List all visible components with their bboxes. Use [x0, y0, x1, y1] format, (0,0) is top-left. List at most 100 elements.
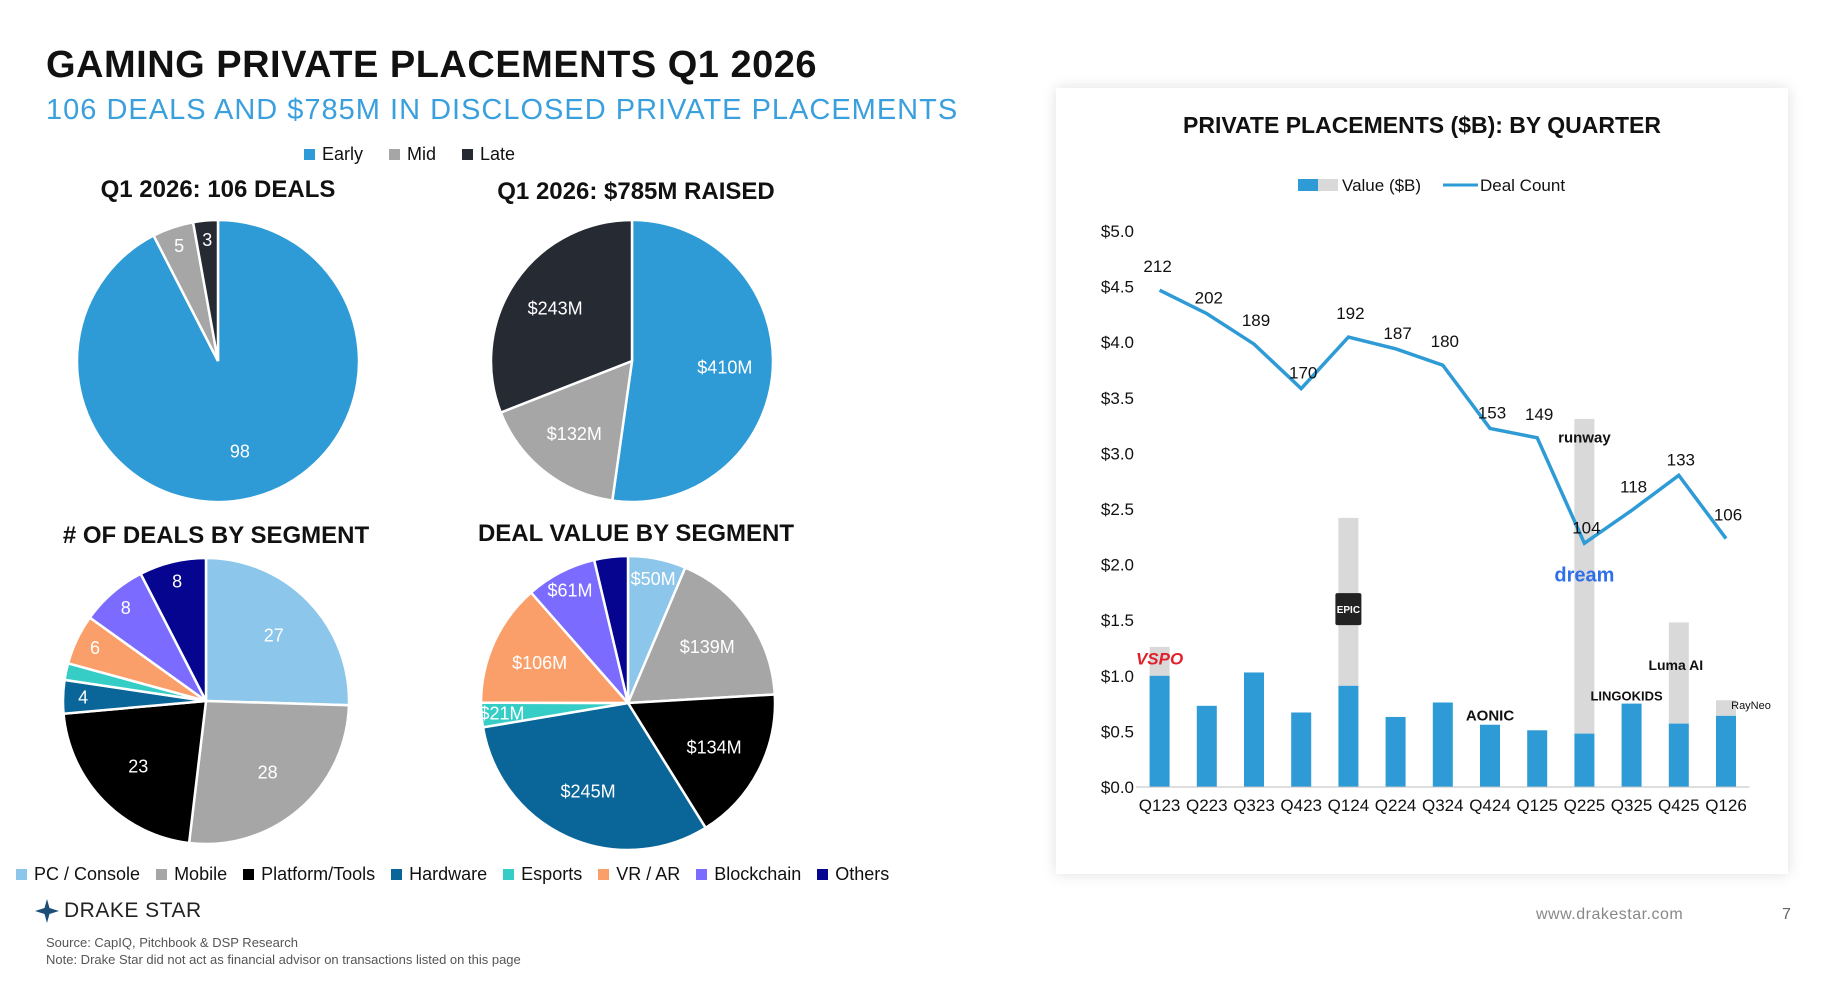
pie-title-value-segment: DEAL VALUE BY SEGMENT — [478, 520, 794, 547]
legend-swatch — [462, 149, 474, 160]
legend-swatch — [503, 869, 515, 880]
bar-value — [1291, 712, 1312, 787]
bars — [1136, 418, 1750, 788]
x-tick-label: Q125 — [1516, 796, 1558, 815]
y-tick-label: $2.5 — [1101, 500, 1134, 519]
pie-slice — [204, 556, 351, 707]
brand-logo: DRAKE STAR — [34, 898, 202, 924]
deal-annotations: VSPO EPIC AONIC runway dream LINGOKIDS Luma AI… — [1136, 429, 1771, 724]
pie-title-value-stage: Q1 2026: $785M RAISED — [497, 178, 774, 205]
bar-value — [1527, 730, 1548, 787]
legend-swatch — [16, 869, 27, 880]
company-logo-label: Luma AI — [1648, 657, 1703, 673]
x-tick-label: Q425 — [1658, 796, 1700, 815]
y-tick-label: $1.5 — [1101, 611, 1134, 630]
legend-label: Mid — [407, 144, 437, 164]
pie-data-label: $61M — [548, 581, 593, 601]
legend-label: Hardware — [409, 864, 488, 884]
segment-legend: PC / Console Mobile Platform/Tools Hardware… — [16, 864, 889, 885]
pie-deals-stage: 98 5 3 — [75, 218, 361, 504]
pie-slice — [481, 701, 708, 850]
company-logo-label: dream — [1554, 564, 1614, 586]
legend-item-segment: Platform/Tools — [243, 864, 375, 885]
quarterly-legend: Value ($B) Deal Count — [1298, 176, 1565, 195]
pie-data-label: $21M — [479, 703, 524, 723]
bar-value — [1149, 675, 1170, 787]
pie-slice — [489, 218, 634, 415]
bar-value — [1668, 723, 1689, 787]
brand-name: DRAKE STAR — [64, 899, 202, 922]
legend-swatch — [156, 869, 168, 880]
y-tick-label: $4.0 — [1101, 333, 1134, 352]
legend-item-late: Late — [462, 144, 515, 165]
pie-slice — [62, 699, 208, 845]
legend-item-early: Early — [304, 144, 363, 165]
legend-swatch — [696, 869, 708, 880]
epic-logo-box — [1335, 593, 1362, 626]
y-tick-label: $0.5 — [1101, 722, 1134, 741]
deal-count-label: 187 — [1383, 324, 1411, 343]
website-link[interactable]: www.drakestar.com — [1536, 906, 1684, 923]
pie-data-label: 98 — [230, 441, 250, 461]
pie-data-label: $243M — [528, 299, 583, 319]
legend-item-segment: Hardware — [391, 864, 487, 885]
quarterly-chart-panel: PRIVATE PLACEMENTS ($B): BY QUARTER Valu… — [1056, 88, 1788, 874]
legend-item-segment: Others — [817, 864, 889, 885]
legend-swatch — [389, 149, 401, 160]
pie-data-label: $245M — [561, 781, 616, 801]
y-tick-label: $3.5 — [1101, 389, 1134, 408]
pie-data-label: $132M — [547, 424, 602, 444]
pie-slice — [191, 218, 220, 362]
deal-count-label: 133 — [1667, 450, 1695, 469]
deal-count-label: 202 — [1195, 289, 1223, 308]
legend-label: Early — [322, 144, 364, 164]
deal-count-label: 106 — [1714, 506, 1742, 525]
pie-slice — [626, 565, 777, 705]
pie-data-label: $139M — [680, 637, 735, 657]
pie-data-label: 8 — [172, 571, 182, 591]
deal-count-label: 212 — [1143, 257, 1171, 276]
company-logo-epic: EPIC — [1337, 605, 1360, 616]
legend-label: VR / AR — [616, 864, 681, 884]
deal-count-label: 180 — [1431, 332, 1459, 351]
bar-value — [1196, 705, 1217, 787]
pie-slice — [610, 218, 775, 504]
y-tick-label: $5.0 — [1101, 222, 1134, 241]
deal-count-label: 153 — [1478, 403, 1506, 422]
pie-data-label: $134M — [687, 738, 742, 758]
legend-swatch-value-highlight — [1318, 179, 1338, 191]
bar-highlight-segment — [1149, 646, 1170, 676]
x-axis: Q123 Q223 Q323 Q423 Q124 Q224 Q324 Q424 Q125 Q225… — [1139, 796, 1747, 815]
pie-data-label: 4 — [78, 687, 88, 707]
y-axis: $0.0 $0.5 $1.0 $1.5 $2.0 $2.5 $3.0 $3.5 $4.0 $4.5… — [1101, 222, 1134, 797]
pie-title-deals-segment: # OF DEALS BY SEGMENT — [63, 522, 370, 549]
bar-value — [1244, 672, 1264, 787]
company-logo-label: RayNeo — [1731, 700, 1771, 712]
pie-data-label: 5 — [174, 236, 184, 256]
pie-title-deals-stage: Q1 2026: 106 DEALS — [101, 176, 336, 203]
bar-value — [1716, 715, 1736, 787]
deal-count-series-line — [1158, 288, 1728, 546]
pie-data-label: 28 — [258, 762, 278, 782]
pie-deals-segment: 27 28 23 4 6 8 8 — [61, 556, 351, 846]
legend-item-segment: Blockchain — [696, 864, 801, 885]
legend-item-segment: PC / Console — [16, 864, 140, 885]
pie-value-stage: $410M $132M $243M — [489, 218, 775, 504]
page-number: 7 — [1782, 906, 1791, 923]
deal-count-label: 149 — [1525, 405, 1553, 424]
page-title: GAMING PRIVATE PLACEMENTS Q1 2026 — [46, 44, 818, 86]
y-tick-label: $4.5 — [1101, 278, 1134, 297]
star-icon — [35, 899, 59, 923]
quarterly-chart: PRIVATE PLACEMENTS ($B): BY QUARTER Valu… — [1101, 112, 1771, 815]
pie-data-label: $50M — [631, 569, 676, 589]
x-tick-label: Q123 — [1139, 796, 1181, 815]
stage-legend: Early Mid Late — [304, 144, 515, 165]
pie-data-label: 23 — [128, 757, 148, 777]
deal-count-label: 170 — [1289, 364, 1317, 383]
legend-label: Esports — [521, 864, 583, 884]
x-tick-label: Q424 — [1469, 796, 1511, 815]
x-tick-label: Q325 — [1611, 796, 1653, 815]
pie-value-segment: $50M $139M $134M $245M $21M $106M $61M — [479, 554, 777, 850]
y-tick-label: $3.0 — [1101, 444, 1134, 463]
legend-swatch — [598, 869, 610, 880]
